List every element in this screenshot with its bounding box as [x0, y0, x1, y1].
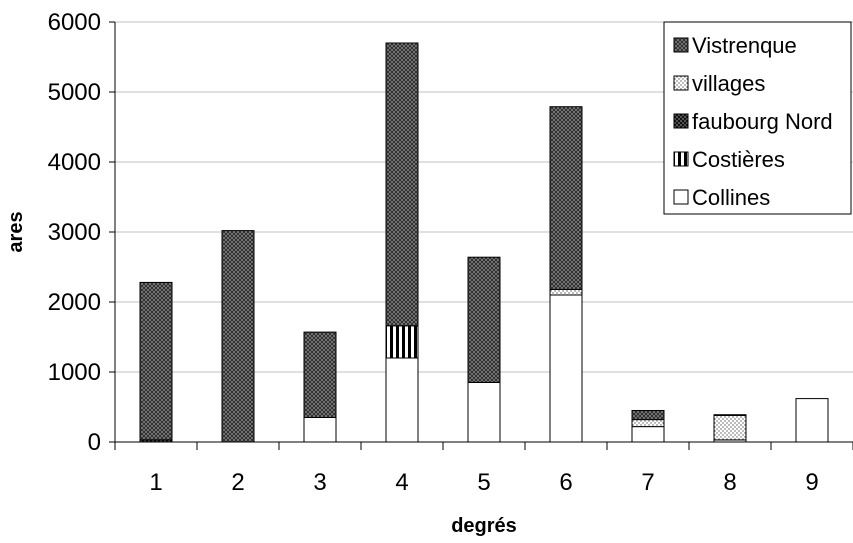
legend-swatch	[673, 75, 689, 91]
bar-segment	[467, 256, 501, 384]
x-tick-label: 1	[149, 469, 162, 496]
bar-segment	[713, 414, 747, 416]
x-tick-label: 3	[313, 469, 326, 496]
y-tick-label: 2000	[48, 289, 101, 316]
bar-segment	[139, 281, 173, 441]
legend-label: Vistrenque	[692, 33, 797, 58]
bar-segment	[385, 42, 419, 327]
y-tick-label: 5000	[48, 79, 101, 106]
y-tick-label: 6000	[48, 9, 101, 36]
legend-label: faubourg Nord	[692, 109, 833, 134]
legend-swatch	[673, 189, 689, 205]
bars	[139, 42, 829, 443]
bar-segment	[631, 419, 665, 428]
bar-segment	[631, 410, 665, 421]
bar-segment	[385, 357, 419, 443]
bar-segment	[549, 294, 583, 443]
bar-segment	[795, 398, 829, 443]
x-tick-label: 2	[231, 469, 244, 496]
x-tick-label: 5	[477, 469, 490, 496]
y-tick-label: 0	[88, 429, 101, 456]
legend: Vistrenque villages faubourg Nord Costières…	[663, 21, 852, 215]
bar-segment	[303, 331, 337, 419]
bar-segment	[549, 288, 583, 296]
x-tick-label: 9	[805, 469, 818, 496]
y-tick-label: 4000	[48, 149, 101, 176]
bar-segment	[713, 414, 747, 441]
x-tick-label: 6	[559, 469, 572, 496]
bar-segment	[303, 417, 337, 443]
bar-segment	[467, 382, 501, 443]
y-axis-title: ares	[5, 211, 27, 252]
legend-swatch	[673, 113, 689, 129]
y-tick-label: 1000	[48, 359, 101, 386]
legend-box	[663, 21, 852, 215]
y-tick-labels: 0 1000 2000 3000 4000 5000 6000	[48, 9, 101, 456]
legend-label: villages	[692, 71, 765, 96]
bar-segment	[631, 426, 665, 443]
legend-label: Costières	[692, 147, 785, 172]
x-tick-label: 8	[723, 469, 736, 496]
legend-swatch	[673, 151, 689, 167]
legend-label: Collines	[692, 185, 770, 210]
x-tick-label: 7	[641, 469, 654, 496]
x-tick-label: 4	[395, 469, 408, 496]
x-tick-labels: 1 2 3 4 5 6 7 8 9	[149, 469, 818, 496]
x-axis-title: degrés	[451, 515, 517, 537]
bar-segment	[385, 325, 419, 359]
axes	[109, 21, 853, 450]
bar-segment	[549, 106, 583, 290]
y-tick-label: 3000	[48, 219, 101, 246]
bar-segment	[221, 230, 255, 443]
legend-swatch	[673, 37, 689, 53]
